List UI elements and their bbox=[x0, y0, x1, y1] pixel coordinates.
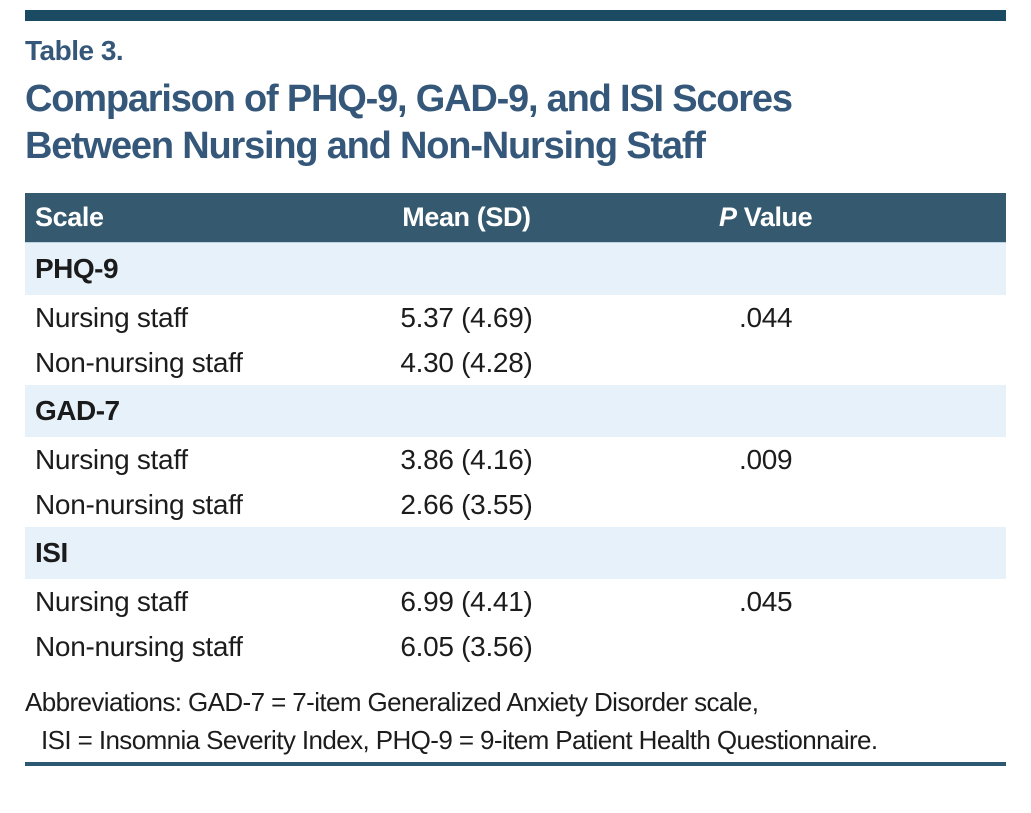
row-label: Non-nursing staff bbox=[35, 630, 243, 662]
section-header-isi: ISI bbox=[25, 527, 1006, 579]
data-table: Scale Mean (SD) P Value PHQ-9 Nursing st… bbox=[25, 193, 1006, 669]
footnote-line1: Abbreviations: GAD-7 = 7-item Generalize… bbox=[25, 687, 759, 717]
mean-sd-value: 2.66 (3.55) bbox=[400, 488, 533, 520]
p-value-italic-p: P bbox=[719, 202, 737, 232]
table-figure-page: Table 3. Comparison of PHQ-9, GAD-9, and… bbox=[0, 10, 1031, 766]
row-label: Nursing staff bbox=[35, 443, 188, 475]
mean-sd-value: 6.05 (3.56) bbox=[400, 630, 533, 662]
mean-sd-value: 5.37 (4.69) bbox=[400, 301, 533, 333]
table-row-isi-nursing: Nursing staff 6.99 (4.41) .045 bbox=[25, 579, 1006, 624]
mean-sd-value: 6.99 (4.41) bbox=[400, 585, 533, 617]
figure-title-line1: Comparison of PHQ-9, GAD-9, and ISI Scor… bbox=[25, 78, 793, 120]
column-header-scale: Scale bbox=[35, 202, 104, 232]
table-label: Table 3. bbox=[25, 35, 124, 66]
column-header-p-value: P Value bbox=[604, 202, 928, 233]
footnote-line2: ISI = Insomnia Severity Index, PHQ-9 = 9… bbox=[41, 725, 878, 755]
figure-title-line2: Between Nursing and Non-Nursing Staff bbox=[25, 125, 706, 167]
p-value: .045 bbox=[738, 585, 793, 617]
table-header-row: Scale Mean (SD) P Value bbox=[25, 193, 1006, 243]
row-label: Non-nursing staff bbox=[35, 346, 243, 378]
top-rule bbox=[25, 10, 1006, 21]
table-row-isi-non-nursing: Non-nursing staff 6.05 (3.56) bbox=[25, 624, 1006, 669]
table-row-phq9-nursing: Nursing staff 5.37 (4.69) .044 bbox=[25, 295, 1006, 340]
figure-title: Comparison of PHQ-9, GAD-9, and ISI Scor… bbox=[25, 76, 1006, 170]
column-header-mean-sd: Mean (SD) bbox=[402, 202, 531, 232]
section-name: PHQ-9 bbox=[35, 253, 119, 284]
mean-sd-value: 3.86 (4.16) bbox=[400, 443, 533, 475]
section-header-gad7: GAD-7 bbox=[25, 385, 1006, 437]
mean-sd-value: 4.30 (4.28) bbox=[400, 346, 533, 378]
row-label: Nursing staff bbox=[35, 301, 188, 333]
section-name: GAD-7 bbox=[35, 395, 120, 426]
row-label: Nursing staff bbox=[35, 585, 188, 617]
section-name: ISI bbox=[35, 537, 68, 568]
bottom-rule bbox=[25, 762, 1006, 766]
abbreviations-footnote: Abbreviations: GAD-7 = 7-item Generalize… bbox=[25, 683, 1006, 759]
table-row-gad7-nursing: Nursing staff 3.86 (4.16) .009 bbox=[25, 437, 1006, 482]
p-value: .044 bbox=[738, 301, 793, 333]
row-label: Non-nursing staff bbox=[35, 488, 243, 520]
p-value-rest: Value bbox=[736, 202, 813, 232]
table-row-phq9-non-nursing: Non-nursing staff 4.30 (4.28) bbox=[25, 340, 1006, 385]
table-row-gad7-non-nursing: Non-nursing staff 2.66 (3.55) bbox=[25, 482, 1006, 527]
p-value: .009 bbox=[738, 443, 793, 475]
section-header-phq9: PHQ-9 bbox=[25, 243, 1006, 295]
